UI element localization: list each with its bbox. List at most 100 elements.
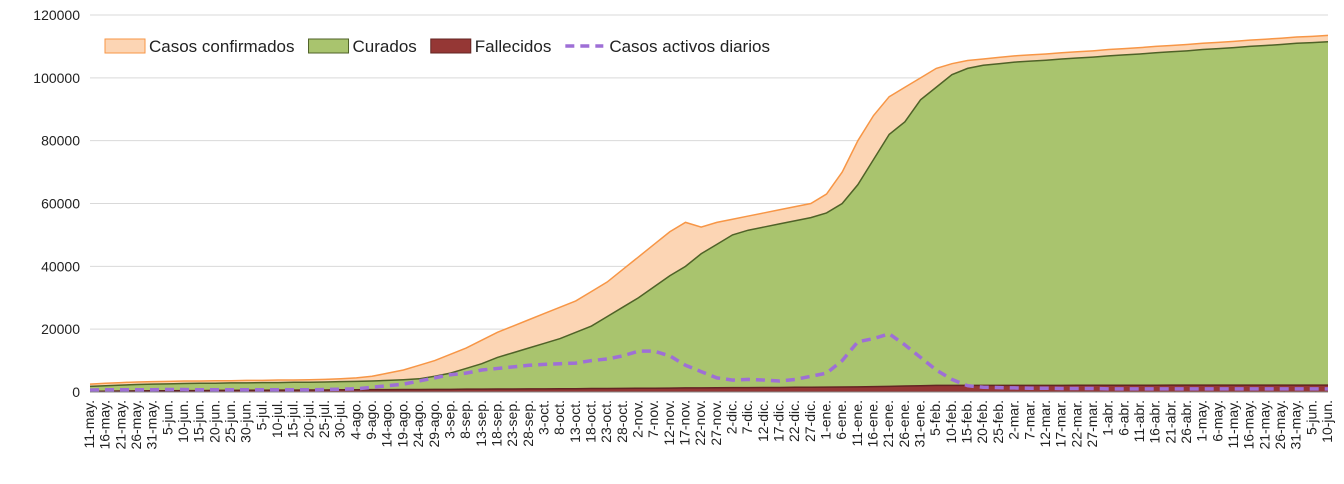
x-tick-label: 1-ene. — [818, 400, 834, 440]
x-tick-label: 16-ene. — [865, 400, 881, 447]
x-tick-label: 5-jun. — [159, 400, 175, 435]
x-tick-label: 11-may. — [1225, 400, 1241, 449]
x-tick-label: 30-jun. — [238, 400, 254, 443]
area-edge — [89, 384, 1328, 393]
y-tick-label: 0 — [72, 384, 80, 400]
x-tick-label: 11-ene. — [849, 400, 865, 446]
x-tick-label: 3-oct. — [535, 400, 551, 435]
x-tick-label: 27-nov. — [708, 400, 724, 446]
x-tick-label: 25-jun. — [222, 400, 238, 443]
x-tick-label: 10-jun. — [1319, 400, 1335, 443]
x-tick-label: 22-dic. — [786, 400, 802, 442]
x-tick-label: 8-oct. — [551, 400, 567, 435]
x-tick-label: 7-mar. — [1021, 400, 1037, 440]
x-tick-label: 26-may. — [128, 400, 144, 450]
legend-label: Casos confirmados — [149, 37, 295, 56]
area — [90, 41, 1328, 393]
x-tick-label: 13-oct. — [567, 400, 583, 443]
x-tick-label: 7-dic. — [739, 400, 755, 434]
legend-swatch — [308, 38, 350, 54]
x-tick-label: 23-sep. — [504, 400, 520, 447]
x-tick-label: 4-ago. — [347, 400, 363, 440]
x-tick-label: 3-sep. — [441, 400, 457, 439]
x-tick-label: 21-abr. — [1162, 400, 1178, 444]
x-tick-label: 8-sep. — [457, 400, 473, 439]
x-tick-label: 5-feb. — [927, 400, 943, 436]
x-tick-label: 5-jul. — [253, 400, 269, 430]
y-tick-label: 40000 — [41, 258, 80, 274]
x-tick-label: 6-ene. — [833, 400, 849, 440]
x-tick-label: 15-jul. — [285, 400, 301, 438]
x-tick-label: 21-may. — [1256, 400, 1272, 450]
legend-label: Casos activos diarios — [609, 37, 770, 56]
x-tick-label: 7-nov. — [645, 400, 661, 438]
x-tick-label: 28-oct. — [614, 400, 630, 443]
line — [89, 331, 1328, 392]
x-tick-label: 31-may. — [1288, 400, 1304, 450]
x-tick-label: 10-jul. — [269, 400, 285, 438]
x-tick-label: 18-sep. — [488, 400, 504, 447]
legend-swatch — [430, 38, 472, 54]
x-tick-label: 20-jul. — [300, 400, 316, 438]
y-tick-label: 120000 — [33, 7, 80, 23]
x-tick-label: 17-dic. — [771, 400, 787, 442]
x-tick-label: 11-abr. — [1131, 400, 1147, 443]
x-tick-label: 1-abr. — [1100, 400, 1116, 436]
x-tick-label: 16-may. — [97, 400, 113, 450]
x-tick-label: 12-mar. — [1037, 400, 1053, 447]
x-tick-label: 13-sep. — [473, 400, 489, 447]
x-tick-label: 2-mar. — [1006, 400, 1022, 440]
x-tick-label: 11-may. — [81, 400, 97, 449]
x-tick-label: 24-ago. — [410, 400, 426, 447]
x-tick-label: 27-dic. — [802, 400, 818, 442]
x-tick-label: 20-feb. — [974, 400, 990, 444]
x-tick-label: 27-mar. — [1084, 400, 1100, 447]
x-tick-label: 15-jun. — [191, 400, 207, 443]
x-tick-label: 31-may. — [144, 400, 160, 450]
x-tick-label: 28-sep. — [520, 400, 536, 447]
area-edge — [89, 40, 1329, 388]
x-tick-label: 22-mar. — [1068, 400, 1084, 447]
x-tick-label: 16-abr. — [1147, 400, 1163, 444]
x-tick-label: 6-abr. — [1115, 400, 1131, 436]
x-tick-label: 1-may. — [1194, 400, 1210, 442]
x-tick-label: 17-nov. — [676, 400, 692, 446]
y-tick-label: 80000 — [41, 133, 80, 149]
legend-label: Curados — [353, 37, 417, 56]
x-tick-label: 31-ene. — [912, 400, 928, 447]
x-tick-label: 30-jul. — [332, 400, 348, 438]
legend-label: Fallecidos — [475, 37, 552, 56]
legend-swatch — [104, 38, 146, 54]
x-tick-label: 26-may. — [1272, 400, 1288, 450]
x-tick-label: 15-feb. — [959, 400, 975, 444]
x-tick-label: 22-nov. — [692, 400, 708, 446]
x-tick-label: 10-feb. — [943, 400, 959, 444]
x-tick-label: 26-ene. — [896, 400, 912, 447]
x-tick-label: 25-feb. — [990, 400, 1006, 444]
x-tick-label: 10-jun. — [175, 400, 191, 443]
x-tick-label: 2-dic. — [724, 400, 740, 434]
x-tick-label: 18-oct. — [582, 400, 598, 443]
x-tick-label: 5-jun. — [1303, 400, 1319, 435]
x-tick-label: 29-ago. — [426, 400, 442, 447]
y-tick-label: 20000 — [41, 321, 80, 337]
x-tick-label: 26-abr. — [1178, 400, 1194, 444]
x-tick-label: 17-mar. — [1053, 400, 1069, 447]
x-tick-label: 14-ago. — [379, 400, 395, 447]
x-tick-label: 2-nov. — [629, 400, 645, 438]
x-tick-label: 12-nov. — [661, 400, 677, 446]
x-tick-label: 6-may. — [1209, 400, 1225, 442]
y-tick-label: 100000 — [33, 70, 80, 86]
x-tick-label: 25-jul. — [316, 400, 332, 438]
x-tick-label: 20-jun. — [206, 400, 222, 443]
x-tick-label: 21-may. — [112, 400, 128, 450]
x-tick-label: 9-ago. — [363, 400, 379, 440]
x-tick-label: 23-oct. — [598, 400, 614, 443]
x-tick-label: 19-ago. — [394, 400, 410, 447]
x-tick-label: 16-may. — [1241, 400, 1257, 450]
x-tick-label: 21-ene. — [880, 400, 896, 447]
x-tick-label: 12-dic. — [755, 400, 771, 442]
y-tick-label: 60000 — [41, 196, 80, 212]
area-edge — [89, 34, 1329, 385]
